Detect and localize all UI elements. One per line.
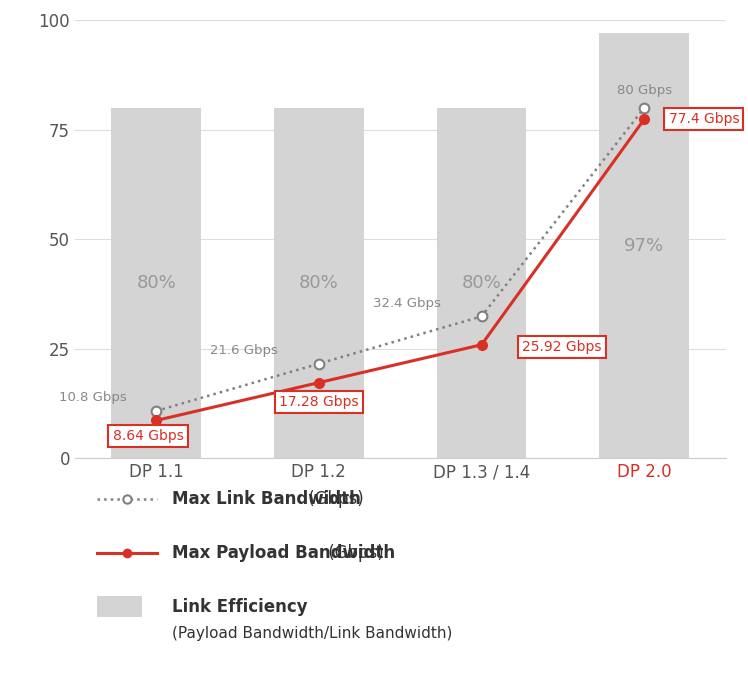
Text: 80%: 80%	[462, 274, 501, 292]
Text: 80%: 80%	[136, 274, 176, 292]
Bar	[437, 108, 527, 458]
FancyBboxPatch shape	[97, 596, 142, 617]
Text: 97%: 97%	[624, 237, 664, 255]
Text: Max Link Bandwidth: Max Link Bandwidth	[172, 490, 361, 508]
Text: 80%: 80%	[299, 274, 339, 292]
Text: 77.4 Gbps: 77.4 Gbps	[669, 113, 739, 126]
Text: 21.6 Gbps: 21.6 Gbps	[210, 344, 278, 357]
Text: (Gbps): (Gbps)	[323, 544, 384, 561]
Text: (Gbps): (Gbps)	[303, 490, 364, 508]
Text: 32.4 Gbps: 32.4 Gbps	[373, 297, 441, 310]
Text: Max Payload Bandwidth: Max Payload Bandwidth	[172, 544, 395, 561]
Bar	[274, 108, 364, 458]
Text: (Payload Bandwidth/Link Bandwidth): (Payload Bandwidth/Link Bandwidth)	[172, 626, 453, 641]
Text: 25.92 Gbps: 25.92 Gbps	[522, 340, 601, 354]
Text: 80 Gbps: 80 Gbps	[616, 84, 672, 97]
Text: 10.8 Gbps: 10.8 Gbps	[59, 392, 127, 404]
Bar	[599, 34, 689, 458]
Text: 8.64 Gbps: 8.64 Gbps	[112, 429, 183, 443]
Text: Link Efficiency: Link Efficiency	[172, 598, 307, 615]
Text: 17.28 Gbps: 17.28 Gbps	[279, 396, 358, 409]
Bar	[111, 108, 201, 458]
